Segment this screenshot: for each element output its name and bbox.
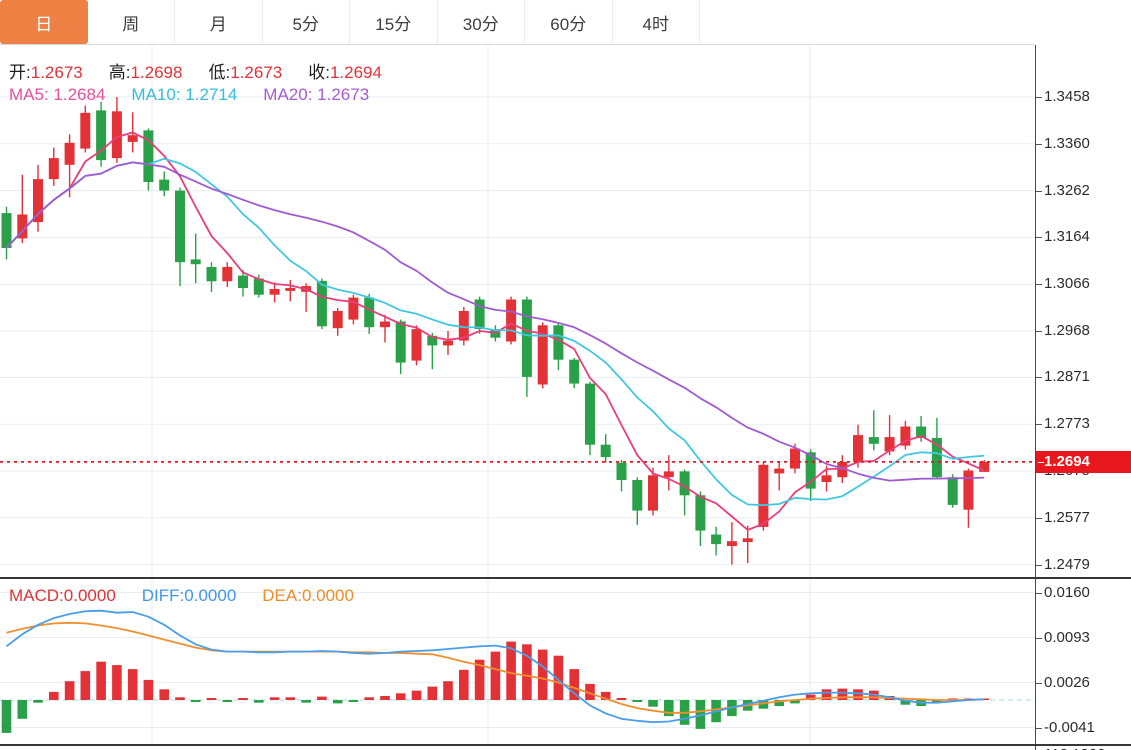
tab-day[interactable]: 日 xyxy=(0,0,88,44)
price-axis-tick: 1.2479 xyxy=(1036,556,1090,574)
tab-month[interactable]: 月 xyxy=(175,0,263,44)
ma-legend: MA5: 1.2684 MA10: 1.2714 MA20: 1.2673 xyxy=(9,85,395,105)
macd-legend: MACD:0.0000 DIFF:0.0000 DEA:0.0000 xyxy=(9,586,380,606)
ma10-legend: MA10: 1.2714 xyxy=(131,85,238,104)
tab-4hour[interactable]: 4时 xyxy=(612,0,700,44)
diff-value: DIFF:0.0000 xyxy=(141,586,237,605)
current-price-tag: 1.2694 xyxy=(1036,450,1131,473)
tab-5min[interactable]: 5分 xyxy=(262,0,350,44)
ohlc-open: 开:1.2673 xyxy=(9,63,83,82)
macd-chart[interactable]: MACD:0.0000 DIFF:0.0000 DEA:0.0000 xyxy=(0,580,1035,745)
macd-axis-tick: 0.0026 xyxy=(1036,674,1090,692)
price-axis-tick: 1.3458 xyxy=(1036,88,1090,106)
price-axis-tick: 1.2773 xyxy=(1036,415,1090,433)
dea-value: DEA:0.0000 xyxy=(262,586,354,605)
price-axis-tick: 1.3066 xyxy=(1036,275,1090,293)
price-axis-tick: 1.2968 xyxy=(1036,322,1090,340)
tab-60min[interactable]: 60分 xyxy=(525,0,613,44)
pane-separator-bottom xyxy=(0,744,1131,746)
price-axis-tick: 1.3360 xyxy=(1036,135,1090,153)
price-axis: 1.2694 1.3458 1.3360 1.3262 1.3164 1.3066 1.2… xyxy=(1035,0,1131,750)
price-axis-tick: 1.2871 xyxy=(1036,368,1090,386)
macd-axis-tick: 0.0093 xyxy=(1036,629,1090,647)
ohlc-legend: 开:1.2673 高:1.2698 低:1.2673 收:1.2694 xyxy=(9,58,408,83)
price-axis-tick: 1.2577 xyxy=(1036,509,1090,527)
price-axis-tick: 1.3164 xyxy=(1036,228,1090,246)
ma5-legend: MA5: 1.2684 xyxy=(9,85,106,104)
clipped-axis-label: 118.1222 xyxy=(1036,746,1105,750)
tab-15min[interactable]: 15分 xyxy=(350,0,438,44)
price-chart[interactable]: 开:1.2673 高:1.2698 低:1.2673 收:1.2694 MA5:… xyxy=(0,45,1035,578)
price-axis-tick: 1.3262 xyxy=(1036,182,1090,200)
candlestick-canvas[interactable] xyxy=(0,45,1035,578)
ohlc-low: 低:1.2673 xyxy=(208,63,283,82)
ma20-legend: MA20: 1.2673 xyxy=(263,85,370,104)
macd-axis-tick: 0.0160 xyxy=(1036,584,1090,602)
macd-value: MACD:0.0000 xyxy=(9,586,116,605)
axis-border-line xyxy=(1035,45,1036,750)
macd-axis-tick: -0.0041 xyxy=(1036,719,1095,737)
tab-week[interactable]: 周 xyxy=(87,0,175,44)
ohlc-close: 收:1.2694 xyxy=(308,63,382,82)
macd-canvas[interactable] xyxy=(0,580,1035,745)
tab-30min[interactable]: 30分 xyxy=(437,0,525,44)
ohlc-high: 高:1.2698 xyxy=(108,63,183,82)
pane-separator xyxy=(0,577,1131,579)
timeframe-tabbar: 日 周 月 5分 15分 30分 60分 4时 xyxy=(0,0,1131,45)
